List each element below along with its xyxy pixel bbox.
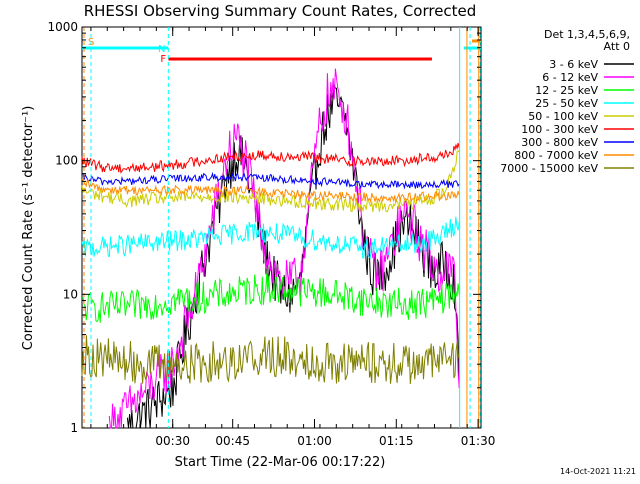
legend-label: 3 - 6 keV xyxy=(549,58,598,71)
legend-label: 300 - 800 keV xyxy=(521,136,598,149)
legend-label: 12 - 25 keV xyxy=(535,84,598,97)
x-tick-label: 01:00 xyxy=(297,434,332,448)
series-line-7 xyxy=(81,171,460,190)
legend-label: 100 - 300 keV xyxy=(521,123,598,136)
legend-header: Det 1,3,4,5,6,9, xyxy=(544,28,630,41)
series-line-5 xyxy=(81,149,460,213)
series-line-3 xyxy=(81,273,460,323)
series-line-1 xyxy=(126,84,460,429)
y-tick-label: 100 xyxy=(55,154,78,168)
vline-layer xyxy=(83,27,481,428)
legend-label: 7000 - 15000 keV xyxy=(500,162,598,175)
y-tick-label: 1 xyxy=(70,421,78,435)
plot-frame xyxy=(81,26,482,429)
series-line-6 xyxy=(81,142,460,174)
legend-label: 6 - 12 keV xyxy=(542,71,598,84)
x-tick-label: 00:45 xyxy=(215,434,250,448)
plot-area xyxy=(81,26,482,429)
y-tick-label: 1000 xyxy=(47,20,78,34)
series-line-9 xyxy=(81,335,460,385)
y-tick-label: 10 xyxy=(63,287,78,301)
flag-label: F xyxy=(160,54,166,65)
x-axis-label: Start Time (22-Mar-06 00:17:22) xyxy=(175,455,386,470)
chart-title: RHESSI Observing Summary Count Rates, Co… xyxy=(84,2,477,20)
legend-header: Att 0 xyxy=(604,40,630,53)
y-axis-label: Corrected Count Rate (s⁻¹ detector⁻¹) xyxy=(21,106,36,351)
x-tick-label: 01:15 xyxy=(379,434,414,448)
y-axis: 1 10 100 1000 xyxy=(47,20,481,435)
flag-label: N xyxy=(158,44,165,55)
legend-label: 800 - 7000 keV xyxy=(514,149,598,162)
series-line-8 xyxy=(81,178,460,204)
x-axis: 00:30 00:45 01:00 01:15 01:30 xyxy=(90,27,496,448)
x-tick-label: 01:30 xyxy=(461,434,496,448)
series-line-4 xyxy=(81,216,460,260)
legend-label: 50 - 100 keV xyxy=(528,110,598,123)
x-tick-label: 00:30 xyxy=(155,434,190,448)
legend-label: 25 - 50 keV xyxy=(535,97,598,110)
footer-timestamp: 14-Oct-2021 11:21 xyxy=(560,467,636,476)
series-layer xyxy=(81,68,460,429)
series-line-2 xyxy=(108,68,460,429)
flag-layer: SNF xyxy=(82,37,481,65)
